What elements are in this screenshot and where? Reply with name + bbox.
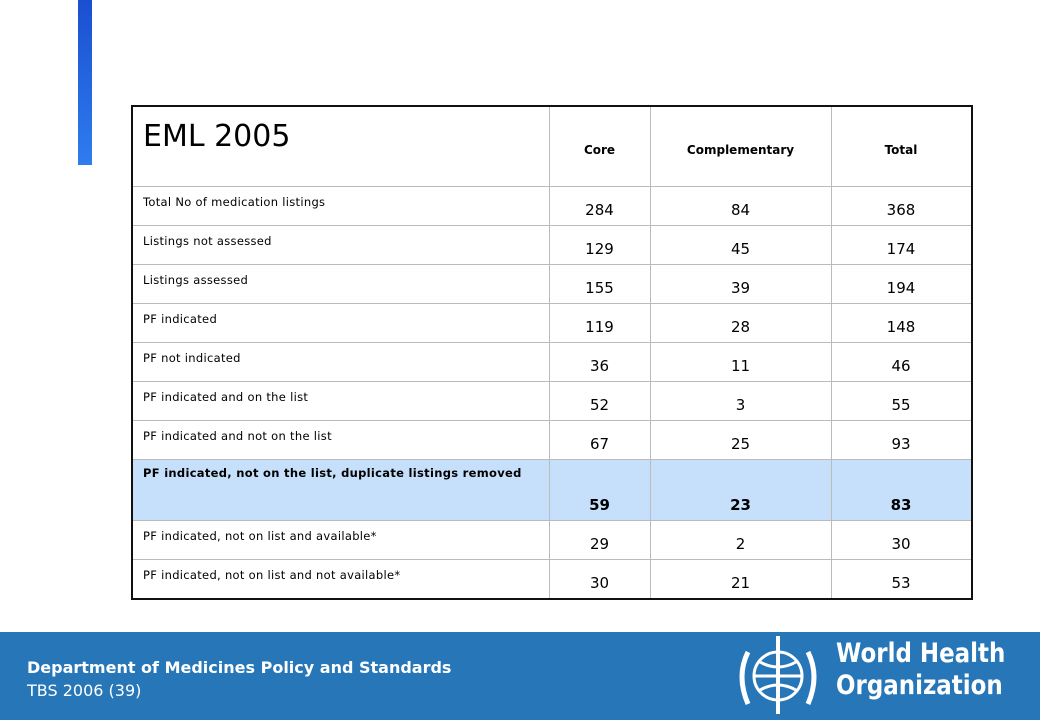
cell-value: 25 — [649, 419, 832, 460]
cell-value: 39 — [649, 263, 832, 304]
table-row: Listings assessed 155 39 194 — [131, 263, 972, 304]
row-label: PF indicated, not on list and not availa… — [131, 558, 550, 599]
cell-value: 36 — [548, 341, 651, 382]
cell-value: 368 — [830, 185, 972, 226]
footer: Department of Medicines Policy and Stand… — [0, 632, 1040, 720]
cell-value: 11 — [649, 341, 832, 382]
cell-value: 30 — [548, 558, 651, 599]
table-body: Total No of medication listings 284 84 368 L… — [131, 185, 972, 599]
cell-value: 55 — [830, 380, 972, 421]
cell-value: 3 — [649, 380, 832, 421]
row-label: Listings assessed — [131, 263, 550, 304]
cell-value: 93 — [830, 419, 972, 460]
logo-line: World Health — [836, 638, 1006, 669]
column-header: Core — [548, 105, 651, 187]
cell-value: 28 — [649, 302, 832, 343]
cell-value: 52 — [548, 380, 651, 421]
cell-value: 148 — [830, 302, 972, 343]
who-emblem — [739, 636, 817, 714]
table-row: PF indicated, not on the list, duplicate… — [131, 458, 972, 521]
department: Department of Medicines Policy and Stand… — [27, 658, 452, 677]
row-label: PF indicated and not on the list — [131, 419, 550, 460]
row-label: PF indicated, not on the list, duplicate… — [131, 458, 550, 521]
table-row: PF indicated, not on list and not availa… — [131, 558, 972, 599]
row-label: PF indicated — [131, 302, 550, 343]
cell-value: 174 — [830, 224, 972, 265]
cell-value: 119 — [548, 302, 651, 343]
table-title: EML 2005 — [131, 105, 550, 187]
cell-value: 45 — [649, 224, 832, 265]
cell-value: 155 — [548, 263, 651, 304]
header-row: EML 2005 Core Complementary Total — [131, 105, 972, 187]
table-row: PF indicated, not on list and available*… — [131, 519, 972, 560]
table-row: PF indicated 119 28 148 — [131, 302, 972, 343]
table-row: PF indicated and not on the list 67 25 93 — [131, 419, 972, 460]
column-header: Complementary — [649, 105, 832, 187]
cell-value: 284 — [548, 185, 651, 226]
data-table: EML 2005 Core Complementary Total Total No… — [131, 105, 973, 600]
row-label: Total No of medication listings — [131, 185, 550, 226]
cell-value: 194 — [830, 263, 972, 304]
accent-bar — [78, 0, 92, 165]
logo-line: Organization — [836, 670, 1003, 701]
row-label: PF indicated and on the list — [131, 380, 550, 421]
cell-value: 21 — [649, 558, 832, 599]
cell-value: 30 — [830, 519, 972, 560]
row-label: PF indicated, not on list and available* — [131, 519, 550, 560]
reference: TBS 2006 (39) — [27, 681, 142, 700]
table-row: PF not indicated 36 11 46 — [131, 341, 972, 382]
table-row: PF indicated and on the list 52 3 55 — [131, 380, 972, 421]
row-label: Listings not assessed — [131, 224, 550, 265]
column-header: Total — [830, 105, 972, 187]
cell-value: 53 — [830, 558, 972, 599]
cell-value: 59 — [548, 458, 651, 521]
table-row: Total No of medication listings 284 84 368 — [131, 185, 972, 226]
cell-value: 29 — [548, 519, 651, 560]
cell-value: 84 — [649, 185, 832, 226]
cell-value: 23 — [649, 458, 832, 521]
cell-value: 2 — [649, 519, 832, 560]
table-row: Listings not assessed 129 45 174 — [131, 224, 972, 265]
cell-value: 67 — [548, 419, 651, 460]
cell-value: 83 — [830, 458, 972, 521]
cell-value: 46 — [830, 341, 972, 382]
cell-value: 129 — [548, 224, 651, 265]
row-label: PF not indicated — [131, 341, 550, 382]
